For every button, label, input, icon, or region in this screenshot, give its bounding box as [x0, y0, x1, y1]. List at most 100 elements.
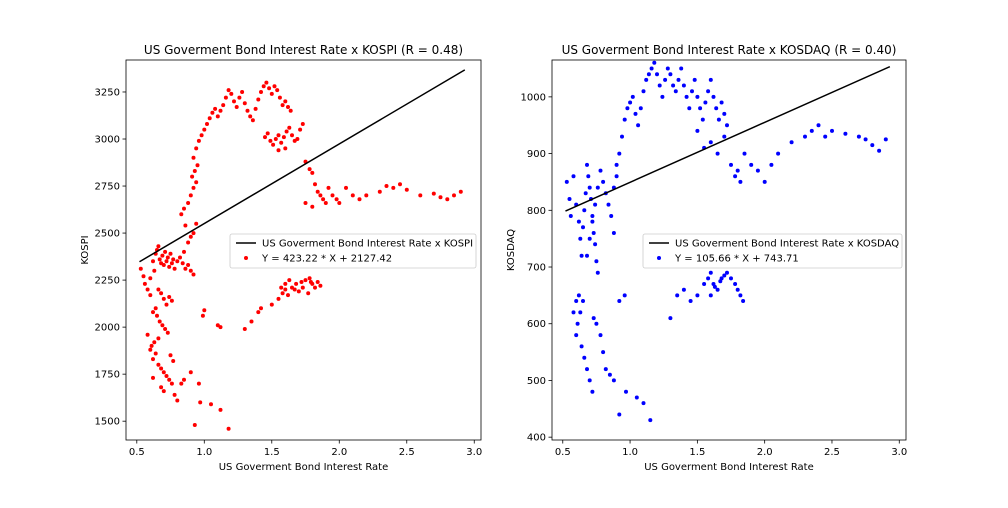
- data-point: [803, 134, 807, 139]
- data-point: [404, 187, 409, 192]
- data-point: [571, 174, 576, 179]
- data-point: [163, 327, 168, 331]
- data-point: [182, 377, 186, 382]
- data-point: [634, 395, 639, 400]
- data-point: [749, 162, 754, 167]
- data-point: [695, 128, 700, 133]
- data-point: [149, 343, 154, 348]
- data-point: [276, 148, 281, 153]
- kospi-scatter-plot: US Goverment Bond Interest Rate x KOSPI …: [80, 43, 482, 473]
- data-point: [191, 155, 196, 160]
- data-point: [159, 366, 164, 371]
- legend: US Goverment Bond Interest Rate x KOSDAQ…: [642, 233, 903, 269]
- data-point: [716, 117, 721, 122]
- data-point: [195, 163, 200, 168]
- data-point: [167, 377, 172, 382]
- data-point: [175, 259, 180, 264]
- data-point: [259, 90, 263, 94]
- data-point: [215, 114, 220, 119]
- ticks: 0.5 1.0 1.5 2.0 2.5 3.0 400 500 600 700 800 900 1000: [521, 92, 908, 458]
- data-point: [232, 99, 236, 104]
- data-point: [148, 276, 153, 281]
- data-point: [575, 321, 580, 326]
- data-point: [296, 289, 301, 294]
- data-point: [625, 106, 630, 111]
- data-point: [660, 94, 665, 99]
- data-point: [568, 214, 573, 218]
- data-point: [624, 389, 628, 394]
- data-point: [586, 174, 591, 179]
- data-point: [633, 111, 638, 116]
- data-point: [226, 426, 231, 431]
- data-point: [578, 310, 583, 315]
- data-point: [159, 385, 164, 390]
- data-point: [733, 282, 738, 286]
- data-point: [681, 287, 686, 292]
- data-point: [283, 99, 288, 104]
- data-point: [579, 253, 584, 258]
- legend-box: [229, 233, 477, 269]
- data-point: [687, 106, 692, 111]
- data-point: [594, 321, 599, 326]
- legend: US Goverment Bond Interest Rate x KOSPI …: [229, 233, 477, 269]
- data-point: [287, 125, 292, 130]
- data-point: [703, 100, 708, 105]
- data-point: [574, 299, 579, 303]
- data-point: [445, 197, 450, 202]
- plot-frame: [551, 59, 907, 441]
- data-point: [295, 137, 300, 141]
- data-point: [714, 106, 719, 111]
- data-point: [161, 370, 166, 375]
- data-point: [188, 370, 193, 375]
- data-point: [283, 146, 288, 151]
- data-point: [268, 138, 273, 143]
- data-point: [286, 105, 290, 109]
- data-point: [585, 253, 589, 258]
- data-point: [279, 140, 284, 145]
- data-point: [213, 106, 218, 111]
- data-point: [182, 249, 186, 254]
- data-point: [253, 106, 258, 111]
- data-point: [725, 123, 729, 128]
- data-point: [284, 129, 289, 134]
- data-point: [156, 244, 161, 249]
- data-point: [729, 276, 733, 281]
- data-point: [191, 231, 196, 236]
- data-point: [242, 101, 247, 106]
- y-tick-label: 2500: [95, 229, 120, 240]
- data-point: [142, 281, 147, 286]
- y-axis-label: KOSDAQ: [506, 229, 517, 271]
- data-point: [877, 148, 882, 153]
- data-point: [153, 351, 158, 356]
- x-tick-label: 2.0: [331, 447, 347, 458]
- data-point: [191, 185, 196, 190]
- data-point: [315, 189, 320, 194]
- data-point: [789, 140, 794, 145]
- y-tick-label: 3250: [95, 87, 120, 98]
- data-point: [617, 299, 622, 303]
- data-point: [196, 138, 201, 143]
- data-point: [261, 84, 266, 89]
- data-point: [288, 108, 293, 113]
- data-point: [178, 255, 182, 260]
- kosdaq-scatter-plot: US Goverment Bond Interest Rate x KOSDAQ…: [506, 43, 907, 473]
- data-point: [364, 193, 369, 198]
- data-point: [607, 372, 612, 377]
- data-point: [856, 134, 861, 139]
- y-tick-label: 500: [527, 376, 546, 387]
- data-point: [582, 208, 587, 213]
- data-point: [657, 83, 662, 88]
- data-point: [583, 191, 588, 196]
- data-point: [169, 298, 174, 303]
- data-point: [715, 151, 720, 156]
- data-point: [190, 174, 195, 179]
- data-point: [581, 299, 585, 303]
- data-point: [202, 127, 207, 132]
- data-point: [334, 197, 339, 202]
- data-point: [218, 325, 223, 330]
- data-point: [622, 117, 627, 122]
- data-point: [870, 143, 875, 148]
- data-point: [169, 381, 174, 386]
- data-point: [722, 273, 727, 278]
- data-point: [611, 231, 616, 235]
